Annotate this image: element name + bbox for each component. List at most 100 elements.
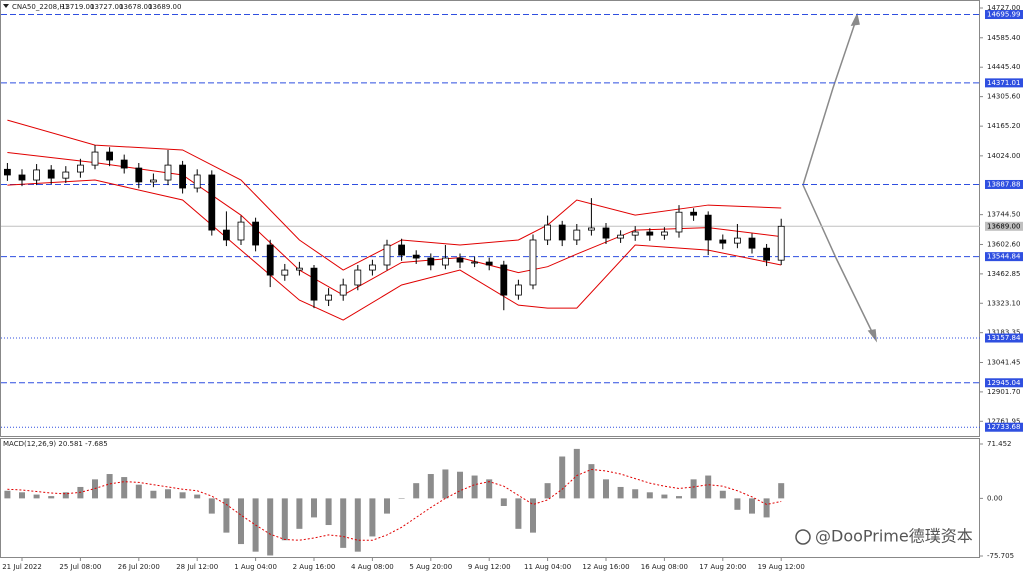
candle-body [646, 231, 654, 236]
macd-bar [179, 492, 186, 499]
arrow-head [867, 329, 878, 343]
candle-body [500, 264, 508, 296]
price-level-label: 12733.68 [987, 423, 1020, 431]
macd-bar [281, 498, 288, 541]
candle-body [47, 169, 55, 179]
x-tick-label: 12 Aug 16:00 [582, 563, 629, 571]
candle-body [748, 237, 756, 249]
x-tick-label: 17 Aug 20:00 [699, 563, 746, 571]
candle-body [281, 269, 289, 276]
macd-bar [48, 496, 55, 499]
price-level-label: 12945.04 [987, 379, 1021, 387]
y-tick-label: 0.00 [987, 494, 1003, 502]
candle-body [33, 169, 40, 181]
candle-body [529, 239, 537, 286]
main-panel [0, 0, 980, 437]
macd-bar [632, 489, 639, 499]
candle-body [631, 231, 639, 236]
macd-bar [442, 469, 449, 499]
macd-bar [573, 448, 580, 499]
y-tick-label: 14445.40 [987, 63, 1020, 71]
x-tick-label: 4 Aug 08:00 [351, 563, 394, 571]
price-level-label: 14371.01 [987, 79, 1020, 87]
candle-body [91, 151, 99, 166]
candle-body [661, 231, 668, 236]
y-tick-label: 12761.95 [987, 417, 1020, 425]
macd-bar [530, 498, 536, 533]
price-level-box [985, 10, 1023, 20]
candle-body [777, 225, 785, 261]
close-price: 13689.00 [148, 3, 181, 11]
macd-bar [690, 479, 697, 499]
candle-body [412, 254, 420, 259]
candle-body [164, 164, 172, 181]
macd-bar [544, 483, 551, 499]
candle-body [704, 214, 712, 241]
macd-bar [267, 498, 274, 556]
bollinger-band [7, 179, 782, 321]
macd-bar [325, 498, 332, 526]
candle-body [675, 211, 683, 233]
price-level-box [985, 422, 1023, 432]
price-level-label: 13544.84 [987, 253, 1021, 261]
macd-bar [603, 479, 609, 499]
price-level-box [985, 333, 1023, 343]
price-level-label: 13689.00 [987, 222, 1020, 230]
candle-body [719, 239, 727, 244]
low-price: 13678.00 [119, 3, 152, 11]
macd-bar [311, 498, 317, 518]
macd-bar [486, 479, 493, 499]
macd-bar [398, 498, 405, 499]
bollinger-band [7, 119, 782, 271]
x-tick-label: 28 Jul 12:00 [176, 563, 218, 571]
price-level-label: 13887.88 [987, 180, 1020, 188]
projection-arrows [802, 12, 878, 343]
macd-bar [617, 486, 624, 499]
macd-bar [646, 492, 653, 499]
macd-bar [778, 483, 785, 499]
price-level-box [985, 78, 1023, 88]
y-tick-label: 71.452 [987, 440, 1012, 448]
x-tick-label: 2 Aug 16:00 [293, 563, 336, 571]
macd-bar [121, 477, 128, 499]
candle-body [734, 237, 741, 244]
macd-bar [384, 498, 390, 514]
y-tick-label: 14585.40 [987, 34, 1020, 42]
open-price: 13719.00 [61, 3, 94, 11]
macd-bar [588, 464, 595, 499]
macd-bar [62, 492, 69, 499]
candle-body [558, 224, 566, 241]
candle-body [690, 211, 697, 216]
y-tick-label: 13602.60 [987, 240, 1020, 248]
candle-body [427, 257, 435, 266]
candle-body [763, 247, 770, 261]
price-level-box [985, 252, 1023, 262]
macd-bar [106, 474, 113, 499]
macd-bar [33, 494, 40, 499]
projection-up [802, 16, 858, 186]
candle-body [77, 164, 84, 173]
macd-bar [749, 498, 755, 514]
x-tick-label: 9 Aug 12:00 [468, 563, 511, 571]
candle-body [237, 221, 245, 241]
candle-body [295, 267, 303, 271]
candle-body [325, 294, 333, 301]
candle-body [252, 221, 260, 246]
candle-body [18, 174, 26, 181]
x-tick-label: 21 Jul 2022 [2, 563, 42, 571]
candle-body [149, 179, 157, 183]
x-tick-label: 5 Aug 20:00 [409, 563, 452, 571]
symbol-menu-icon[interactable] [3, 4, 9, 8]
price-level-box [985, 179, 1023, 189]
y-tick-label: 13041.45 [987, 359, 1020, 367]
candle-body [135, 167, 143, 183]
candle-body [193, 174, 201, 189]
candle-body [588, 227, 595, 231]
price-level-box [985, 378, 1023, 388]
macd-bar [223, 498, 230, 533]
price-level-box [985, 221, 1023, 231]
macd-bar [500, 498, 507, 506]
candle-body [62, 171, 70, 179]
y-tick-label: 13323.10 [987, 299, 1020, 307]
